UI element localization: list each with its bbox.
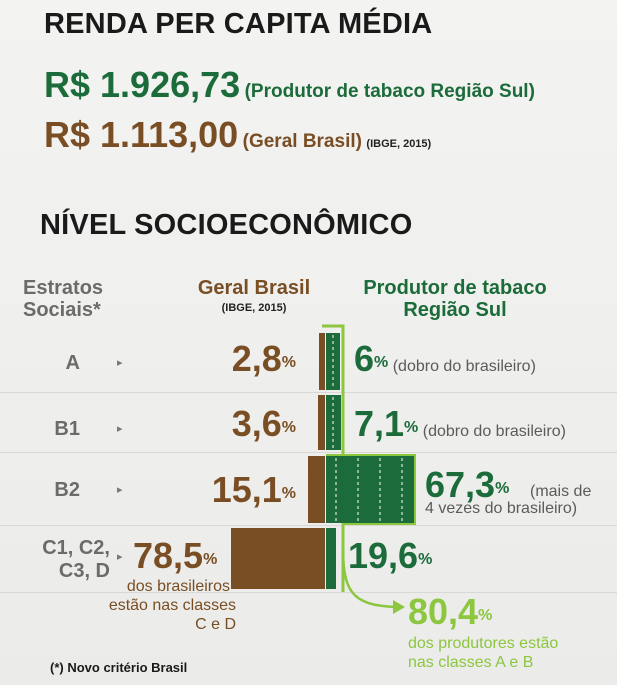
- produtor-pct-cd: 19,6%: [348, 535, 433, 576]
- bar-geral-a: [319, 333, 325, 390]
- row-divider: [0, 592, 617, 593]
- footnote: (*) Novo critério Brasil: [50, 660, 188, 675]
- geral-income-source: (IBGE, 2015): [366, 138, 432, 150]
- geral-income-value: R$ 1.113,00: [44, 114, 239, 155]
- row-divider: [0, 452, 617, 453]
- row-label-cd: C1, C2, C3, D: [10, 537, 110, 583]
- produtor-income: R$ 1.926,73 (Produtor de tabaco Região S…: [44, 64, 535, 106]
- row-label-a: A: [65, 352, 80, 374]
- geral-note-cd: dos brasileiros estão nas classes C e D: [105, 577, 236, 634]
- col-geral-source: (IBGE, 2015): [221, 302, 287, 314]
- produtor-note-a: (dobro do brasileiro): [392, 358, 536, 375]
- col-produtor: Produtor de tabaco Região Sul: [340, 277, 570, 321]
- row-arrow-icon: ▸: [117, 423, 123, 435]
- bar-geral-b1: [318, 395, 325, 450]
- col-estratos-line1: Estratos: [23, 277, 104, 299]
- geral-pct-b2: 15,1%: [211, 469, 296, 510]
- col-produtor-line2: Região Sul: [403, 299, 507, 321]
- row-arrow-icon: ▸: [117, 357, 123, 369]
- row-arrow-icon: ▸: [117, 484, 123, 496]
- summary-arrowhead: [393, 600, 405, 614]
- geral-income: R$ 1.113,00 (Geral Brasil) (IBGE, 2015): [44, 114, 431, 156]
- summary-line1: dos produtores estão: [408, 635, 559, 652]
- summary-text: dos produtores estão nas classes A e B: [408, 634, 558, 672]
- produtor-a: 6% (dobro do brasileiro): [354, 341, 536, 377]
- geral-note-cd-line1: dos brasileiros: [126, 578, 230, 595]
- bar-produtor-b2: [326, 456, 414, 523]
- row-label-cd-line1: C1, C2,: [42, 537, 110, 559]
- geral-pct-a: 2,8%: [231, 338, 296, 379]
- produtor-pct-b2: 67,3%: [425, 464, 510, 505]
- renda-title: RENDA PER CAPITA MÉDIA: [44, 8, 433, 40]
- produtor-b1: 7,1% (dobro do brasileiro): [354, 406, 566, 442]
- bar-produtor-b2-outline: [326, 454, 416, 525]
- col-estratos-line2: Sociais*: [23, 299, 101, 321]
- bar-geral-b2: [308, 456, 325, 523]
- geral-income-label: (Geral Brasil): [242, 131, 362, 152]
- geral-pct-cd: 78,5%: [133, 535, 218, 576]
- bar-geral-cd: [231, 528, 325, 589]
- summary-value: 80,4%: [408, 591, 493, 632]
- bar-produtor-cd: [326, 528, 336, 589]
- row-label-cd-line2: C3, D: [58, 560, 110, 582]
- summary-arrow: [341, 544, 396, 609]
- geral-pct-b1: 3,6%: [231, 403, 296, 444]
- row-label-b2: B2: [54, 479, 80, 501]
- produtor-income-label: (Produtor de tabaco Região Sul): [244, 81, 535, 102]
- produtor-income-value: R$ 1.926,73: [44, 64, 241, 105]
- row-arrow-icon: ▸: [117, 551, 123, 563]
- produtor-note-b2-line1: (mais de: [530, 483, 592, 500]
- row-divider: [0, 525, 617, 526]
- row-label-b1: B1: [54, 418, 80, 440]
- row-divider: [0, 392, 617, 393]
- col-produtor-line1: Produtor de tabaco: [363, 277, 547, 299]
- summary-line2: nas classes A e B: [408, 654, 534, 671]
- produtor-note-b1: (dobro do brasileiro): [422, 423, 566, 440]
- col-estratos: Estratos Sociais*: [23, 277, 103, 321]
- nivel-title: NÍVEL SOCIOECONÔMICO: [40, 209, 413, 241]
- geral-note-cd-line2: estão nas classes C e D: [108, 597, 236, 633]
- produtor-note-b2-line2: 4 vezes do brasileiro): [425, 500, 578, 517]
- col-geral: Geral Brasil: [197, 277, 311, 299]
- produtor-pct-b1: 7,1%: [354, 403, 419, 444]
- produtor-pct-a: 6%: [354, 338, 389, 379]
